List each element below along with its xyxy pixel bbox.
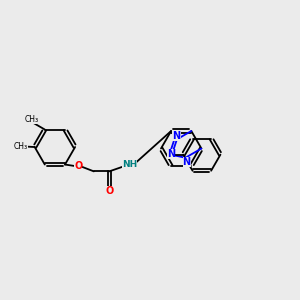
- Text: O: O: [105, 186, 113, 196]
- Text: CH₃: CH₃: [25, 115, 39, 124]
- Text: NH: NH: [122, 160, 137, 169]
- Text: N: N: [167, 149, 175, 159]
- Text: N: N: [183, 157, 191, 167]
- Text: N: N: [172, 131, 181, 141]
- Text: CH₃: CH₃: [14, 142, 28, 151]
- Text: O: O: [74, 161, 82, 171]
